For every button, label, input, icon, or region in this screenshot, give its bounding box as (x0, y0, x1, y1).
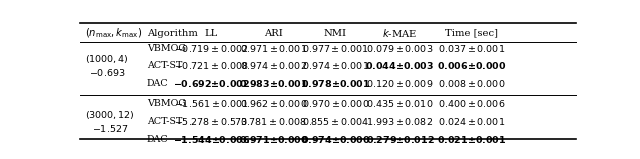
Text: $0.977\pm0.001$: $0.977\pm0.001$ (302, 43, 369, 54)
Text: $\mathbf{0.279}\mathbf{\pm}\mathbf{0.012}$: $\mathbf{0.279}\mathbf{\pm}\mathbf{0.012… (365, 134, 435, 145)
Text: $(3000,12)$
$-1.527$: $(3000,12)$ $-1.527$ (85, 109, 134, 134)
Text: $\mathbf{0.974}\mathbf{\pm}\mathbf{0.000}$: $\mathbf{0.974}\mathbf{\pm}\mathbf{0.000… (301, 134, 370, 145)
Text: ACT-ST: ACT-ST (147, 117, 182, 126)
Text: $0.974\pm0.002$: $0.974\pm0.002$ (240, 60, 307, 71)
Text: $0.008\pm0.000$: $0.008\pm0.000$ (438, 78, 506, 89)
Text: $0.962\pm0.000$: $0.962\pm0.000$ (240, 98, 307, 109)
Text: $0.079\pm0.003$: $0.079\pm0.003$ (366, 43, 434, 54)
Text: $1.993\pm0.082$: $1.993\pm0.082$ (366, 116, 433, 127)
Text: $-0.719\pm0.002$: $-0.719\pm0.002$ (174, 43, 248, 54)
Text: $(1000,4)$
$-0.693$: $(1000,4)$ $-0.693$ (85, 53, 129, 78)
Text: $0.855\pm0.004$: $0.855\pm0.004$ (302, 116, 369, 127)
Text: $\mathbf{0.971}\mathbf{\pm}\mathbf{0.000}$: $\mathbf{0.971}\mathbf{\pm}\mathbf{0.000… (239, 134, 308, 145)
Text: $0.781\pm0.008$: $0.781\pm0.008$ (240, 116, 307, 127)
Text: $0.970\pm0.000$: $0.970\pm0.000$ (301, 98, 369, 109)
Text: Algorithm: Algorithm (147, 29, 198, 38)
Text: $-0.721\pm0.008$: $-0.721\pm0.008$ (174, 60, 249, 71)
Text: $0.435\pm0.010$: $0.435\pm0.010$ (366, 98, 434, 109)
Text: $0.974\pm0.001$: $0.974\pm0.001$ (302, 60, 369, 71)
Text: $(n_{\max}, k_{\max})$: $(n_{\max}, k_{\max})$ (85, 26, 142, 40)
Text: $0.037\pm0.001$: $0.037\pm0.001$ (438, 43, 506, 54)
Text: $-1.561\pm0.001$: $-1.561\pm0.001$ (174, 98, 249, 109)
Text: $0.024\pm0.001$: $0.024\pm0.001$ (438, 116, 506, 127)
Text: $\mathbf{-1.544}\mathbf{\pm}\mathbf{0.006}$: $\mathbf{-1.544}\mathbf{\pm}\mathbf{0.00… (173, 134, 250, 145)
Text: ARI: ARI (264, 29, 283, 38)
Text: DAC: DAC (147, 135, 168, 144)
Text: $\mathbf{0.021}\mathbf{\pm}\mathbf{0.001}$: $\mathbf{0.021}\mathbf{\pm}\mathbf{0.001… (437, 134, 507, 145)
Text: LL: LL (205, 29, 218, 38)
Text: VBMOG: VBMOG (147, 99, 186, 108)
Text: $0.400\pm0.006$: $0.400\pm0.006$ (438, 98, 506, 109)
Text: $\mathbf{0.006}\mathbf{\pm}\mathbf{0.000}$: $\mathbf{0.006}\mathbf{\pm}\mathbf{0.000… (437, 60, 507, 71)
Text: $\mathbf{0.044}\mathbf{\pm}\mathbf{0.003}$: $\mathbf{0.044}\mathbf{\pm}\mathbf{0.003… (365, 60, 435, 71)
Text: $\mathbf{0.983}\mathbf{\pm}\mathbf{0.001}$: $\mathbf{0.983}\mathbf{\pm}\mathbf{0.001… (239, 78, 308, 89)
Text: DAC: DAC (147, 79, 168, 88)
Text: $0.120\pm0.009$: $0.120\pm0.009$ (366, 78, 434, 89)
Text: $-5.278\pm0.573$: $-5.278\pm0.573$ (174, 116, 248, 127)
Text: $0.971\pm0.001$: $0.971\pm0.001$ (240, 43, 307, 54)
Text: $\mathbf{-0.692}\mathbf{\pm}\mathbf{0.002}$: $\mathbf{-0.692}\mathbf{\pm}\mathbf{0.00… (173, 78, 250, 89)
Text: $k$-MAE: $k$-MAE (382, 27, 417, 39)
Text: VBMOG: VBMOG (147, 44, 186, 53)
Text: ACT-ST: ACT-ST (147, 61, 182, 70)
Text: NMI: NMI (324, 29, 347, 38)
Text: Time [sec]: Time [sec] (445, 29, 499, 38)
Text: $\mathbf{0.978}\mathbf{\pm}\mathbf{0.001}$: $\mathbf{0.978}\mathbf{\pm}\mathbf{0.001… (301, 78, 370, 89)
